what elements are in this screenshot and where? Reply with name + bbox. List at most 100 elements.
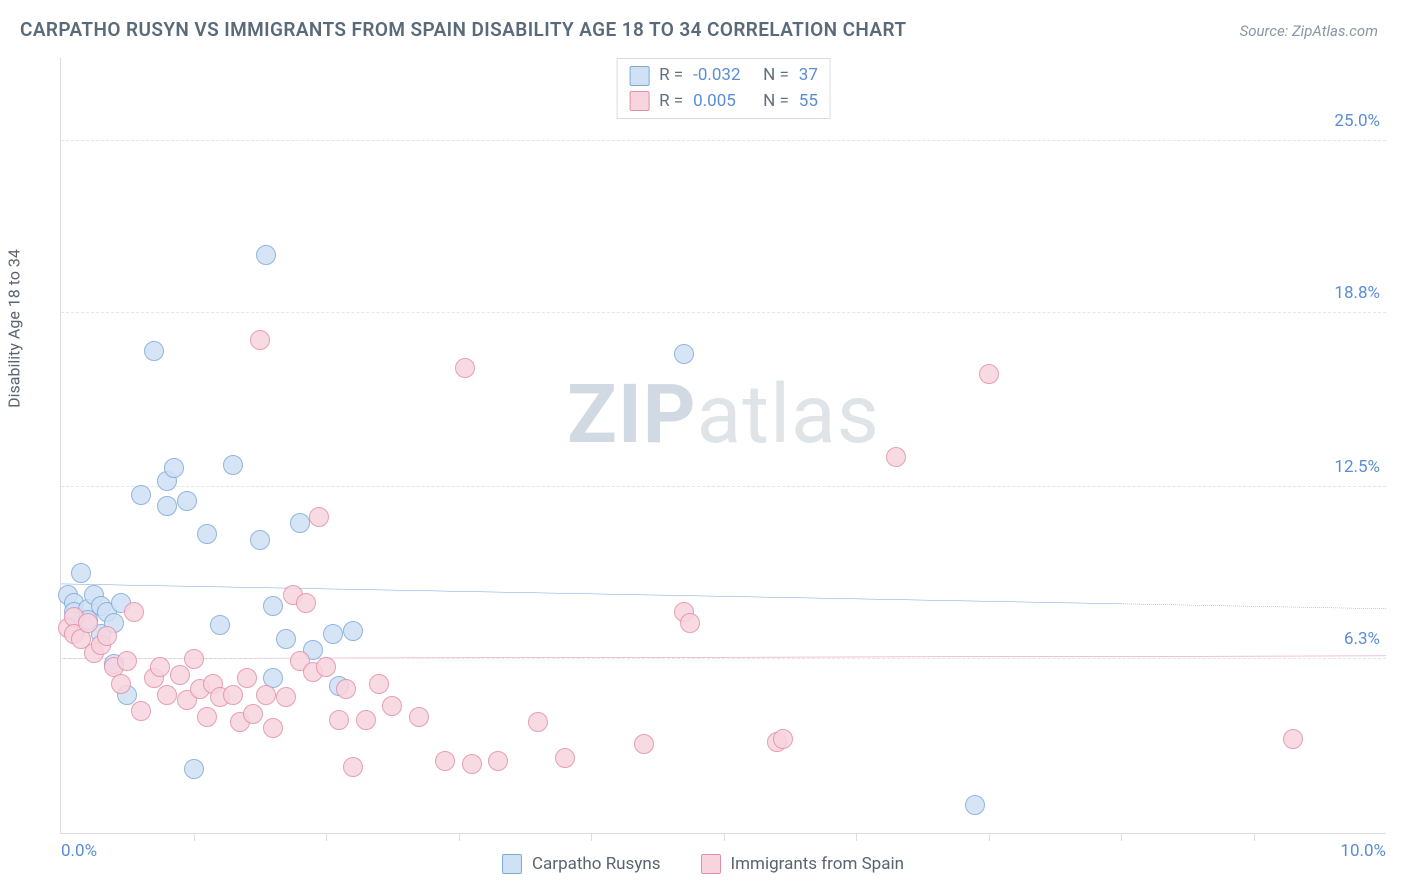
y-tick-label: 12.5% bbox=[1334, 457, 1380, 477]
x-tick bbox=[1254, 833, 1255, 841]
regression-line bbox=[61, 584, 1121, 604]
scatter-point bbox=[276, 629, 296, 649]
y-axis-label: Disability Age 18 to 34 bbox=[5, 249, 24, 408]
scatter-point bbox=[170, 665, 190, 685]
scatter-point bbox=[674, 344, 694, 364]
legend-item: Immigrants from Spain bbox=[701, 854, 904, 874]
x-tick bbox=[989, 833, 990, 841]
scatter-point bbox=[111, 674, 131, 694]
stat-label: R = bbox=[659, 89, 683, 115]
scatter-point bbox=[263, 596, 283, 616]
scatter-point bbox=[323, 624, 343, 644]
scatter-point bbox=[184, 649, 204, 669]
scatter-point bbox=[435, 751, 455, 771]
stat-label: N = bbox=[763, 89, 789, 115]
x-axis-min-label: 0.0% bbox=[61, 841, 97, 861]
scatter-point bbox=[97, 626, 117, 646]
scatter-point bbox=[382, 696, 402, 716]
scatter-point bbox=[164, 458, 184, 478]
x-tick bbox=[1121, 833, 1122, 841]
scatter-point bbox=[223, 685, 243, 705]
gridline bbox=[61, 486, 1386, 487]
plot-area: ZIPatlas R =-0.032N =37R =0.005N =55 0.0… bbox=[60, 58, 1386, 834]
scatter-point bbox=[886, 447, 906, 467]
scatter-point bbox=[144, 341, 164, 361]
stat-label: N = bbox=[763, 63, 789, 89]
scatter-point bbox=[680, 613, 700, 633]
scatter-point bbox=[263, 718, 283, 738]
y-tick-label: 6.3% bbox=[1344, 629, 1380, 649]
x-tick bbox=[326, 833, 327, 841]
x-tick bbox=[724, 833, 725, 841]
stat-n-value: 55 bbox=[799, 89, 818, 115]
stat-label: R = bbox=[659, 63, 683, 89]
plot-container: Disability Age 18 to 34 ZIPatlas R =-0.0… bbox=[48, 58, 1386, 834]
scatter-point bbox=[369, 674, 389, 694]
scatter-point bbox=[316, 657, 336, 677]
scatter-point bbox=[243, 704, 263, 724]
scatter-point bbox=[965, 795, 985, 815]
scatter-point bbox=[210, 615, 230, 635]
scatter-point bbox=[157, 496, 177, 516]
scatter-point bbox=[455, 358, 475, 378]
scatter-point bbox=[256, 245, 276, 265]
scatter-point bbox=[773, 729, 793, 749]
scatter-point bbox=[979, 364, 999, 384]
stat-r-value: -0.032 bbox=[693, 63, 753, 89]
scatter-point bbox=[290, 513, 310, 533]
stat-legend: R = -0.032 N = 37 R = 0.005 N = 55 bbox=[616, 58, 831, 119]
stat-r-value: 0.005 bbox=[693, 89, 753, 115]
legend-label: Immigrants from Spain bbox=[731, 854, 904, 874]
scatter-point bbox=[237, 668, 257, 688]
scatter-point bbox=[329, 710, 349, 730]
scatter-point bbox=[78, 613, 98, 633]
scatter-point bbox=[409, 707, 429, 727]
legend-item: Carpatho Rusyns bbox=[502, 854, 661, 874]
x-tick bbox=[194, 833, 195, 841]
scatter-point bbox=[131, 485, 151, 505]
gridline bbox=[61, 140, 1386, 141]
scatter-point bbox=[223, 455, 243, 475]
scatter-point bbox=[131, 701, 151, 721]
y-tick-label: 25.0% bbox=[1334, 111, 1380, 131]
legend-label: Carpatho Rusyns bbox=[532, 854, 661, 874]
scatter-point bbox=[71, 563, 91, 583]
scatter-point bbox=[356, 710, 376, 730]
legend-swatch bbox=[629, 66, 649, 86]
scatter-point bbox=[197, 524, 217, 544]
y-tick-label: 18.8% bbox=[1334, 283, 1380, 303]
scatter-point bbox=[343, 621, 363, 641]
scatter-point bbox=[117, 651, 137, 671]
scatter-point bbox=[177, 491, 197, 511]
x-tick bbox=[591, 833, 592, 841]
scatter-point bbox=[250, 330, 270, 350]
scatter-point bbox=[528, 712, 548, 732]
scatter-point bbox=[157, 685, 177, 705]
source-attribution: Source: ZipAtlas.com bbox=[1240, 22, 1378, 40]
chart-title: CARPATHO RUSYN VS IMMIGRANTS FROM SPAIN … bbox=[20, 18, 906, 41]
legend-swatch bbox=[701, 854, 721, 874]
x-tick bbox=[459, 833, 460, 841]
scatter-point bbox=[197, 707, 217, 727]
scatter-point bbox=[150, 657, 170, 677]
scatter-point bbox=[309, 507, 329, 527]
gridline bbox=[61, 312, 1386, 313]
x-axis-max-label: 10.0% bbox=[1340, 841, 1386, 861]
regression-line bbox=[1121, 604, 1386, 609]
gridline bbox=[61, 658, 1386, 659]
scatter-point bbox=[124, 602, 144, 622]
stat-n-value: 37 bbox=[799, 63, 818, 89]
scatter-point bbox=[184, 759, 204, 779]
scatter-point bbox=[336, 679, 356, 699]
x-tick bbox=[856, 833, 857, 841]
scatter-point bbox=[276, 687, 296, 707]
scatter-point bbox=[256, 685, 276, 705]
series-legend: Carpatho Rusyns Immigrants from Spain bbox=[502, 854, 904, 874]
scatter-point bbox=[555, 748, 575, 768]
scatter-point bbox=[250, 530, 270, 550]
legend-swatch bbox=[502, 854, 522, 874]
stat-legend-row: R = -0.032 N = 37 bbox=[629, 63, 818, 89]
legend-swatch bbox=[629, 91, 649, 111]
scatter-point bbox=[1283, 729, 1303, 749]
scatter-point bbox=[488, 751, 508, 771]
